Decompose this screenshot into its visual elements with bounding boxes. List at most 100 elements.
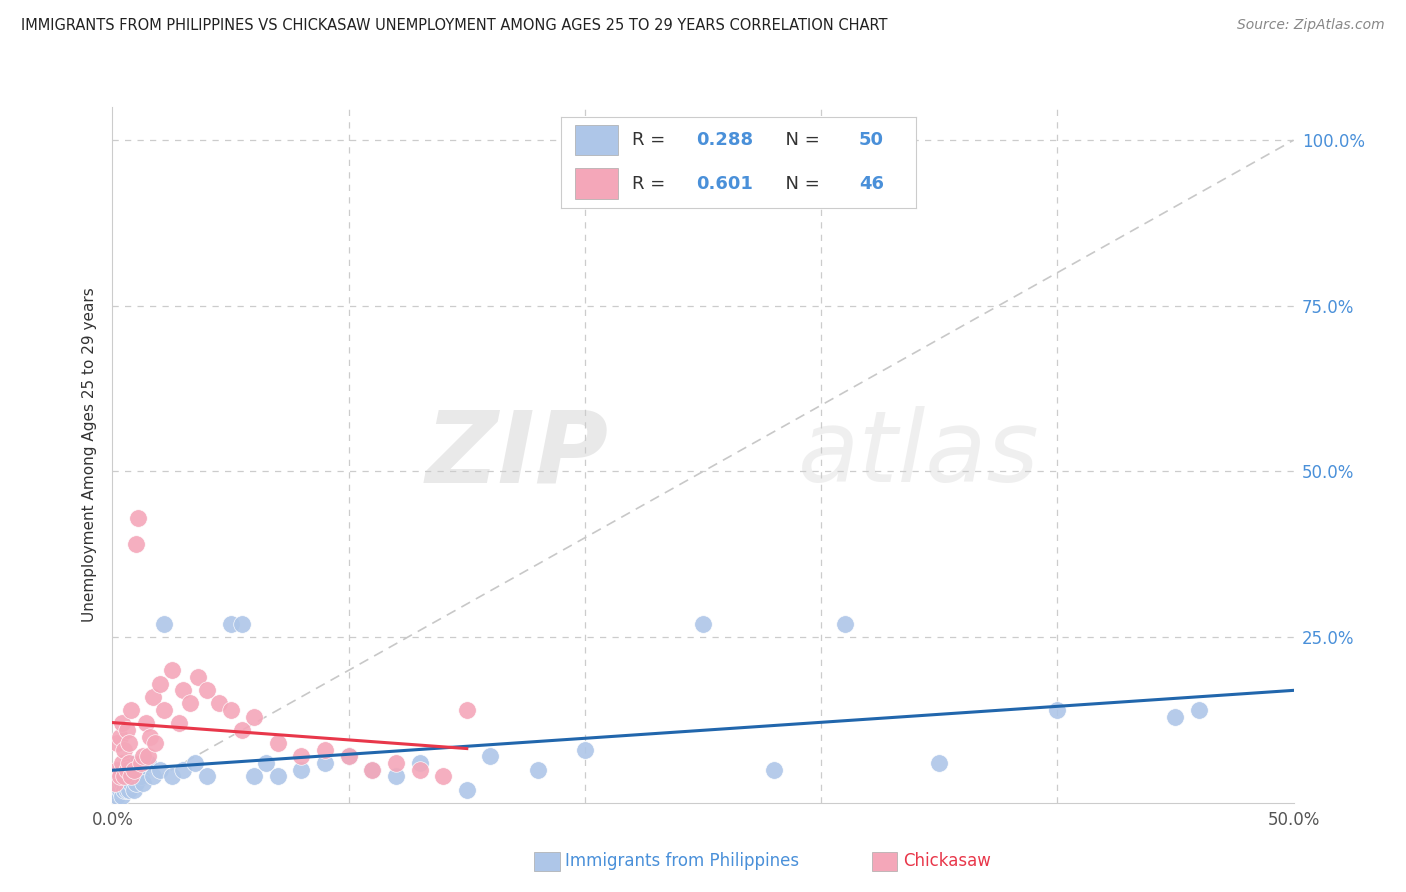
Point	[118, 756, 141, 770]
Point	[132, 776, 155, 790]
Point	[129, 756, 152, 770]
Point	[243, 769, 266, 783]
Point	[184, 756, 207, 770]
Point	[574, 743, 596, 757]
Point	[432, 769, 454, 783]
Point	[385, 756, 408, 770]
Point	[762, 763, 785, 777]
Point	[1046, 703, 1069, 717]
Text: ZIP: ZIP	[426, 407, 609, 503]
Point	[135, 716, 157, 731]
Point	[186, 670, 208, 684]
Point	[112, 769, 135, 783]
Point	[105, 769, 128, 783]
Point	[160, 663, 183, 677]
Point	[408, 763, 430, 777]
Point	[108, 769, 131, 783]
Point	[456, 703, 478, 717]
Point	[118, 736, 141, 750]
Point	[104, 776, 127, 790]
Point	[132, 749, 155, 764]
Point	[219, 703, 242, 717]
Point	[153, 616, 176, 631]
Point	[153, 703, 176, 717]
Point	[120, 703, 142, 717]
Point	[111, 789, 134, 804]
Point	[208, 697, 231, 711]
Point	[267, 769, 290, 783]
Point	[337, 749, 360, 764]
Point	[115, 763, 138, 777]
Point	[127, 511, 149, 525]
Point	[115, 723, 138, 737]
Point	[142, 769, 165, 783]
Point	[142, 690, 165, 704]
Point	[385, 769, 408, 783]
Point	[267, 736, 290, 750]
Point	[290, 749, 312, 764]
Point	[243, 709, 266, 723]
Point	[105, 736, 128, 750]
Point	[167, 716, 190, 731]
Point	[160, 769, 183, 783]
Point	[834, 616, 856, 631]
Text: IMMIGRANTS FROM PHILIPPINES VS CHICKASAW UNEMPLOYMENT AMONG AGES 25 TO 29 YEARS : IMMIGRANTS FROM PHILIPPINES VS CHICKASAW…	[21, 18, 887, 33]
Point	[120, 776, 142, 790]
Point	[118, 782, 141, 797]
Point	[149, 676, 172, 690]
Point	[231, 616, 253, 631]
Point	[692, 616, 714, 631]
Text: Immigrants from Philippines: Immigrants from Philippines	[565, 852, 800, 870]
Point	[337, 749, 360, 764]
Point	[111, 776, 134, 790]
Point	[408, 756, 430, 770]
Point	[122, 782, 145, 797]
Point	[361, 763, 384, 777]
Point	[111, 756, 134, 770]
Point	[143, 736, 166, 750]
Point	[115, 763, 138, 777]
Point	[136, 756, 159, 770]
Point	[105, 763, 128, 777]
Y-axis label: Unemployment Among Ages 25 to 29 years: Unemployment Among Ages 25 to 29 years	[82, 287, 97, 623]
Text: Source: ZipAtlas.com: Source: ZipAtlas.com	[1237, 18, 1385, 32]
Point	[120, 756, 142, 770]
Point	[105, 789, 128, 804]
Point	[125, 776, 148, 790]
Point	[195, 769, 218, 783]
Point	[456, 782, 478, 797]
Point	[112, 743, 135, 757]
Point	[108, 763, 131, 777]
Point	[526, 763, 548, 777]
Point	[172, 683, 194, 698]
Point	[231, 723, 253, 737]
Point	[1188, 703, 1211, 717]
Point	[118, 769, 141, 783]
Point	[254, 756, 277, 770]
Text: atlas: atlas	[797, 407, 1039, 503]
Point	[179, 697, 201, 711]
Point	[139, 730, 162, 744]
Point	[120, 769, 142, 783]
Point	[112, 782, 135, 797]
Point	[108, 782, 131, 797]
Point	[112, 769, 135, 783]
Point	[361, 763, 384, 777]
Point	[111, 716, 134, 731]
Point	[219, 616, 242, 631]
Point	[136, 749, 159, 764]
Point	[479, 749, 502, 764]
Point	[149, 763, 172, 777]
Point	[1164, 709, 1187, 723]
Point	[928, 756, 950, 770]
Point	[108, 730, 131, 744]
Point	[115, 782, 138, 797]
Point	[314, 743, 336, 757]
Point	[129, 769, 152, 783]
Point	[172, 763, 194, 777]
Point	[122, 763, 145, 777]
Point	[125, 537, 148, 551]
Point	[127, 763, 149, 777]
Point	[314, 756, 336, 770]
Point	[290, 763, 312, 777]
